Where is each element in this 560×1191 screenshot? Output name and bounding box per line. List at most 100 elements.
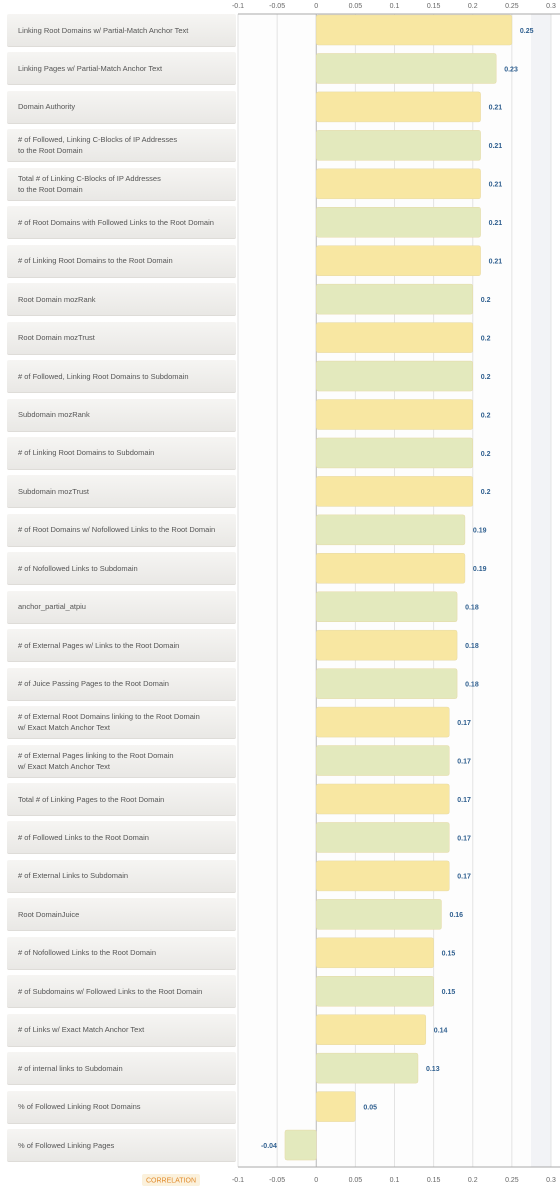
category-label: # of Juice Passing Pages to the Root Dom… [7,667,236,701]
bar [316,553,466,584]
x-tick-label: 0.25 [505,3,519,10]
x-tick-label: -0.1 [232,1177,244,1184]
value-label: 0.23 [504,66,518,73]
bar [316,706,450,738]
category-label: # of Linking Root Domains to the Root Do… [7,244,236,278]
bar [316,14,513,46]
x-tick-label: 0.25 [505,1177,519,1184]
category-label: Total # of Linking Pages to the Root Dom… [7,783,236,816]
category-label: Domain Authority [7,90,236,124]
x-tick-label: -0.05 [269,3,285,10]
category-label: Root DomainJuice [7,898,236,932]
x-tick-label: 0.3 [546,1177,556,1184]
bar [316,207,481,238]
x-tick-label: -0.05 [269,1177,285,1184]
x-tick-label: 0.3 [546,3,556,10]
category-label: # of Followed Links to the Root Domain [7,821,236,855]
category-label: # of Linking Root Domains to Subdomain [7,436,236,470]
category-label: # of Nofollowed Links to the Root Domain [7,936,236,970]
x-tick-label: 0.1 [390,1177,400,1184]
bar [316,437,473,469]
bar [316,783,450,815]
value-label: -0.04 [261,1143,277,1150]
value-label: 0.2 [481,412,491,419]
bar [316,91,481,123]
x-tick-label: 0.05 [349,1177,363,1184]
category-label: Linking Root Domains w/ Partial-Match An… [7,14,236,47]
bar [316,245,481,276]
category-label: # of Links w/ Exact Match Anchor Text [7,1013,236,1047]
bar [316,514,466,546]
bar [284,1129,317,1161]
value-label: 0.25 [520,28,534,35]
x-tick-label: 0.05 [349,3,363,10]
category-label: # of Nofollowed Links to Subdomain [7,552,236,586]
category-label: Total # of Linking C-Blocks of IP Addres… [7,167,236,201]
value-label: 0.21 [489,220,503,227]
x-label-bg [142,1174,200,1186]
bar [316,745,450,776]
value-label: 0.19 [473,528,487,535]
category-label: # of External Pages linking to the Root … [7,744,236,778]
value-label: 0.2 [481,374,491,381]
category-label: Subdomain mozTrust [7,475,236,509]
x-tick-label: 0.2 [468,3,478,10]
category-label: % of Followed Linking Pages [7,1129,236,1163]
value-label: 0.17 [457,835,471,842]
category-label: Root Domain mozTrust [7,321,236,355]
bar [316,629,458,661]
x-tick-label: -0.1 [232,3,244,10]
bar [316,283,473,315]
bar [316,476,473,507]
value-label: 0.17 [457,758,471,765]
x-tick-label: 0.15 [427,3,441,10]
bar [316,130,481,161]
value-label: 0.21 [489,182,503,189]
value-label: 0.15 [442,989,456,996]
value-label: 0.17 [457,720,471,727]
category-label: # of Root Domains w/ Nofollowed Links to… [7,513,236,547]
x-tick-label: 0 [314,3,318,10]
bar [316,168,481,200]
bar [316,399,473,430]
x-tick-label: 0 [314,1177,318,1184]
value-label: 0.14 [434,1028,448,1035]
x-tick-label: 0.1 [390,3,400,10]
bar [316,1091,356,1122]
category-label: anchor_partial_atpiu [7,590,236,624]
x-tick-label: 0.15 [427,1177,441,1184]
value-label: 0.2 [481,489,491,496]
value-label: 0.21 [489,143,503,150]
value-label: 0.18 [465,605,479,612]
value-label: 0.16 [449,912,463,919]
category-label: # of Subdomains w/ Followed Links to the… [7,975,236,1009]
plot-shade [531,14,551,1167]
category-label: # of internal links to Subdomain [7,1052,236,1086]
bar [316,822,450,853]
value-label: 0.21 [489,259,503,266]
value-label: 0.21 [489,105,503,112]
category-label: # of Followed, Linking C-Blocks of IP Ad… [7,129,236,163]
bar [316,976,434,1007]
value-label: 0.2 [481,297,491,304]
bar [316,860,450,892]
bar [316,937,434,969]
value-label: 0.17 [457,874,471,881]
category-label: # of Followed, Linking Root Domains to S… [7,360,236,394]
value-label: 0.2 [481,451,491,458]
category-label: Subdomain mozRank [7,398,236,432]
category-label: # of Root Domains with Followed Links to… [7,206,236,240]
value-label: 0.19 [473,566,487,573]
bar [316,1052,419,1084]
value-label: 0.18 [465,681,479,688]
category-label: % of Followed Linking Root Domains [7,1090,236,1124]
value-label: 0.15 [442,951,456,958]
category-label: # of External Links to Subdomain [7,859,236,893]
bar [316,899,442,930]
category-label: # of External Pages w/ Links to the Root… [7,629,236,663]
value-label: 0.13 [426,1066,440,1073]
bar [316,360,473,392]
bar [316,591,458,622]
